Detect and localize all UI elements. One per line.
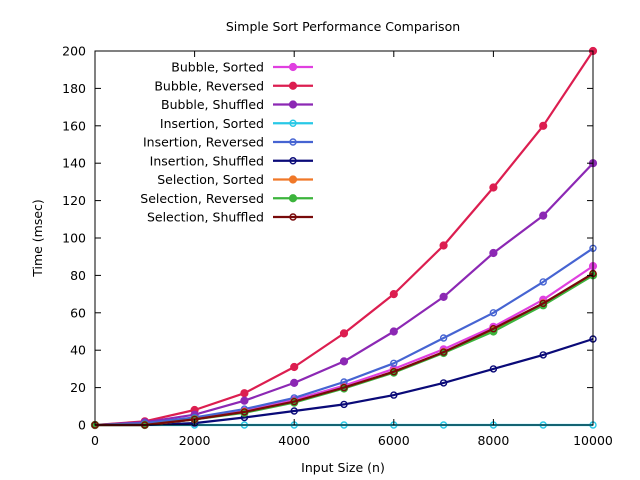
x-tick-label: 10000 <box>573 433 613 448</box>
data-point <box>439 292 448 301</box>
data-point <box>290 378 299 387</box>
legend-entry: Bubble, Sorted <box>171 60 313 75</box>
data-point <box>390 391 398 399</box>
legend-label: Insertion, Reversed <box>143 135 264 150</box>
legend-marker <box>288 194 298 203</box>
legend-marker <box>288 175 298 184</box>
legend-entry: Selection, Sorted <box>157 172 313 187</box>
legend-entry: Selection, Shuffled <box>147 210 313 225</box>
data-point <box>240 389 249 398</box>
data-point <box>489 183 498 192</box>
legend-marker <box>289 119 297 127</box>
y-tick-label: 100 <box>62 231 86 246</box>
data-point <box>339 357 349 366</box>
x-tick-label: 6000 <box>378 433 410 448</box>
y-tick-label: 40 <box>70 343 86 358</box>
data-point <box>439 241 448 250</box>
data-point <box>489 365 498 373</box>
axes-layer: 0 2000 4000 6000 8000 10000 0 20 40 60 80 100 120 140… <box>62 44 613 449</box>
data-point <box>489 325 498 333</box>
chart-title: Simple Sort Performance Comparison <box>226 19 460 34</box>
x-tick-label: 4000 <box>278 433 310 448</box>
x-tick-label: 2000 <box>179 433 211 448</box>
legend-label: Bubble, Sorted <box>171 60 264 75</box>
y-tick-label: 120 <box>62 193 86 208</box>
legend: Bubble, Sorted Bubble, Reversed Bubble, Sh… <box>140 60 313 225</box>
data-point <box>539 211 548 220</box>
legend-marker <box>289 138 297 146</box>
legend-label: Insertion, Shuffled <box>150 153 264 168</box>
data-point <box>389 327 398 336</box>
data-point <box>389 290 398 299</box>
data-point <box>439 379 448 387</box>
data-point <box>539 278 547 286</box>
y-tick-label: 60 <box>70 305 86 320</box>
data-point <box>290 407 298 415</box>
data-point <box>240 408 249 416</box>
legend-label: Selection, Reversed <box>140 191 264 206</box>
data-point <box>390 368 398 376</box>
legend-label: Insertion, Sorted <box>160 116 264 131</box>
legend-marker <box>289 213 297 221</box>
y-tick-label: 180 <box>62 81 86 96</box>
y-tick-label: 200 <box>62 44 86 59</box>
x-tick-label: 0 <box>91 433 99 448</box>
legend-entry: Bubble, Reversed <box>154 78 313 93</box>
legend-entry: Insertion, Reversed <box>143 135 313 150</box>
legend-label: Bubble, Shuffled <box>161 97 264 112</box>
series-line <box>95 337 594 427</box>
legend-label: Selection, Shuffled <box>147 210 264 225</box>
legend-marker <box>288 62 298 72</box>
data-point <box>340 383 348 392</box>
data-point <box>390 359 398 367</box>
data-point <box>290 397 298 406</box>
legend-marker <box>288 81 298 90</box>
y-tick-label: 80 <box>70 268 86 283</box>
legend-label: Bubble, Reversed <box>154 78 264 93</box>
y-tick-label: 160 <box>62 118 86 133</box>
data-point <box>539 121 548 130</box>
x-axis-label: Input Size (n) <box>301 460 385 475</box>
data-point <box>290 362 299 372</box>
legend-entry: Bubble, Shuffled <box>161 97 313 112</box>
legend-entry: Insertion, Shuffled <box>150 153 313 168</box>
data-point <box>539 299 547 308</box>
data-point <box>489 248 498 258</box>
series-line <box>94 247 594 427</box>
data-point <box>489 309 498 317</box>
y-tick-label: 0 <box>78 418 86 433</box>
data-point <box>439 334 448 342</box>
x-tick-label: 8000 <box>477 433 509 448</box>
legend-entry: Insertion, Sorted <box>160 116 313 131</box>
data-point <box>339 329 349 338</box>
legend-marker <box>289 157 297 165</box>
legend-label: Selection, Sorted <box>157 172 264 187</box>
y-tick-label: 140 <box>62 156 86 171</box>
legend-entry: Selection, Reversed <box>140 191 313 206</box>
data-point <box>240 396 249 405</box>
legend-marker <box>288 100 298 109</box>
data-point <box>439 348 448 356</box>
data-point <box>539 351 547 359</box>
y-axis-label: Time (msec) <box>30 199 45 278</box>
data-point <box>340 400 348 409</box>
series-line <box>95 272 594 427</box>
y-tick-label: 20 <box>70 380 86 395</box>
